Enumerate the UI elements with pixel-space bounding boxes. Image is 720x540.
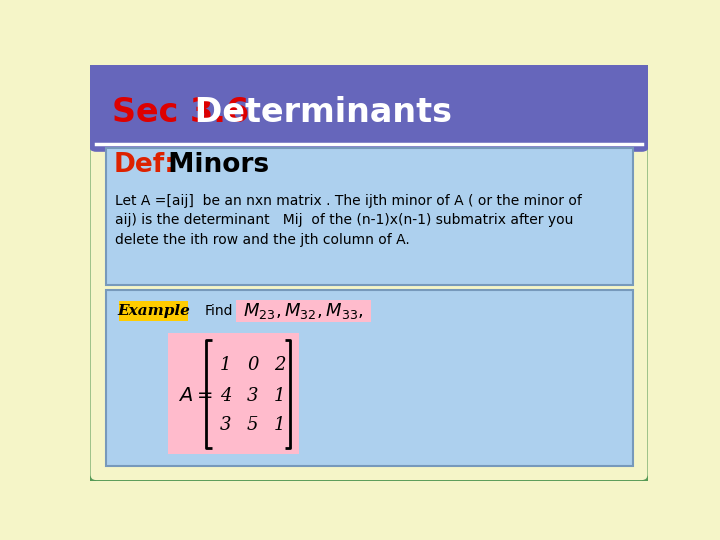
Text: aij) is the determinant   Mij  of the (n-1)x(n-1) submatrix after you: aij) is the determinant Mij of the (n-1)…: [114, 213, 573, 227]
Text: 1: 1: [220, 356, 231, 374]
Text: delete the ith row and the jth column of A.: delete the ith row and the jth column of…: [114, 233, 410, 247]
Text: 3: 3: [247, 387, 258, 405]
Text: Sec 3.6: Sec 3.6: [112, 96, 249, 129]
Bar: [106, 291, 632, 466]
Text: Minors: Minors: [150, 152, 269, 178]
FancyBboxPatch shape: [89, 63, 649, 482]
Text: 3: 3: [220, 416, 231, 434]
Bar: [120, 301, 188, 321]
Text: Let A =[aij]  be an nxn matrix . The ijth minor of A ( or the minor of: Let A =[aij] be an nxn matrix . The ijth…: [114, 194, 582, 208]
Bar: [168, 333, 300, 455]
Bar: [235, 300, 372, 322]
FancyBboxPatch shape: [89, 63, 649, 152]
Text: 5: 5: [247, 416, 258, 434]
Text: $M_{23}, M_{32}, M_{33},$: $M_{23}, M_{32}, M_{33},$: [243, 301, 364, 321]
Text: 0: 0: [247, 356, 258, 374]
Bar: [96, 119, 642, 150]
Text: Find: Find: [204, 304, 233, 318]
Text: $A=$: $A=$: [179, 387, 213, 405]
Text: Def:: Def:: [113, 152, 175, 178]
Text: 2: 2: [274, 356, 286, 374]
Bar: [106, 148, 632, 285]
Text: 4: 4: [220, 387, 231, 405]
Text: Determinants: Determinants: [183, 96, 452, 129]
Text: Example: Example: [117, 304, 190, 318]
Text: 1: 1: [274, 387, 286, 405]
Text: 1: 1: [274, 416, 286, 434]
